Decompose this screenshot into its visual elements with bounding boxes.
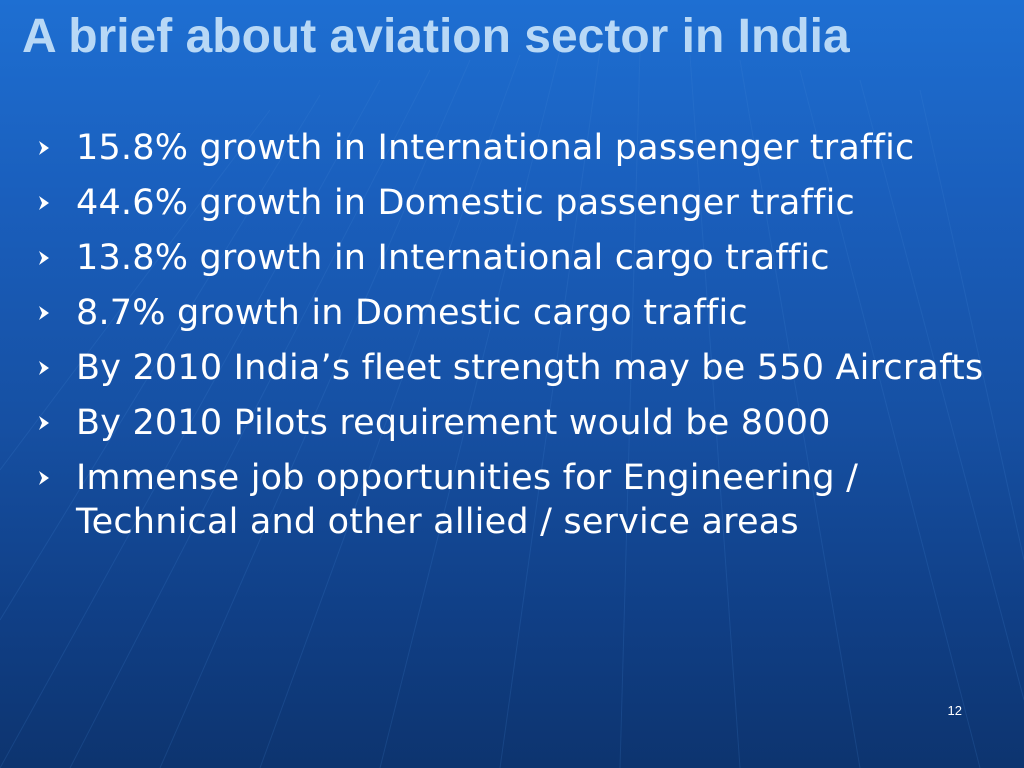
bullet-text: 15.8% growth in International passenger … xyxy=(76,128,915,168)
bullet-text: By 2010 Pilots requirement would be 8000 xyxy=(76,403,831,443)
arrowhead-bullet-icon xyxy=(39,251,49,265)
bullet-text: 44.6% growth in Domestic passenger traff… xyxy=(76,183,855,223)
bullet-item: Immense job opportunities for Engineerin… xyxy=(0,456,1024,544)
bullet-item: 15.8% growth in International passenger … xyxy=(0,126,1024,170)
bullet-item: 13.8% growth in International cargo traf… xyxy=(0,236,1024,280)
bullet-text: Immense job opportunities for Engineerin… xyxy=(76,458,859,542)
bullet-item: 8.7% growth in Domestic cargo traffic xyxy=(0,291,1024,335)
bullet-text: By 2010 India’s fleet strength may be 55… xyxy=(76,348,984,388)
bullet-item: By 2010 Pilots requirement would be 8000 xyxy=(0,401,1024,445)
page-number: 12 xyxy=(947,703,962,718)
arrowhead-bullet-icon xyxy=(39,416,49,430)
arrowhead-bullet-icon xyxy=(39,196,49,210)
bullet-list: 15.8% growth in International passenger … xyxy=(0,126,1024,555)
bullet-item: 44.6% growth in Domestic passenger traff… xyxy=(0,181,1024,225)
bullet-item: By 2010 India’s fleet strength may be 55… xyxy=(0,346,1024,390)
bullet-text: 13.8% growth in International cargo traf… xyxy=(76,238,830,278)
arrowhead-bullet-icon xyxy=(39,471,49,485)
bullet-text: 8.7% growth in Domestic cargo traffic xyxy=(76,293,748,333)
slide-title: A brief about aviation sector in India xyxy=(22,10,850,63)
arrowhead-bullet-icon xyxy=(39,306,49,320)
arrowhead-bullet-icon xyxy=(39,361,49,375)
arrowhead-bullet-icon xyxy=(39,141,49,155)
